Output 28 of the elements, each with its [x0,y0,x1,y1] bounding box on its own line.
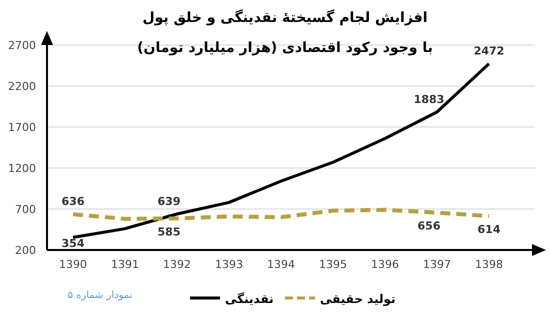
y-tick-label: 2200 [8,80,36,93]
chart-title: افزایش لجام گسیختهٔ نقدینگی و خلق پول [142,9,428,26]
x-tick-label: 1394 [267,258,295,271]
data-label: 1883 [414,92,444,106]
data-label: 636 [62,195,85,208]
data-label: 2472 [474,44,504,58]
legend-label: تولید حقیقی [320,292,396,306]
x-tick-label: 1395 [319,258,347,271]
x-tick-label: 1392 [163,258,191,271]
x-tick-label: 1396 [371,258,399,271]
x-tick-label: 1397 [423,258,451,271]
y-tick-label: 200 [15,244,36,257]
y-tick-label: 2700 [8,39,36,52]
text: نمودار شماره ۵ [68,290,132,301]
legend-label: نقدینگی [225,292,274,306]
data-label: 354 [62,237,85,250]
data-label: 614 [478,223,501,236]
x-tick-label: 1398 [475,258,503,271]
x-tick-label: 1393 [215,258,243,271]
y-tick-label: 700 [15,203,36,216]
data-label: 585 [158,225,180,238]
x-tick-label: 1391 [111,258,139,271]
data-label: 656 [418,220,441,233]
y-tick-label: 1200 [8,162,36,175]
data-label: 639 [158,195,180,208]
chart-subtitle: با وجود رکود اقتصادی (هزار میلیارد تومان) [137,40,433,56]
y-tick-label: 1700 [8,121,36,134]
x-tick-label: 1390 [59,258,87,271]
